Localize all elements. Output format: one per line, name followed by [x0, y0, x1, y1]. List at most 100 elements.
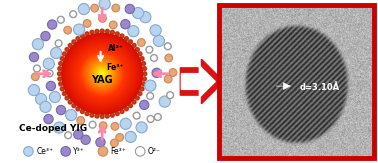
- Circle shape: [70, 41, 135, 106]
- Circle shape: [125, 131, 136, 142]
- Circle shape: [95, 66, 110, 81]
- Circle shape: [33, 39, 43, 50]
- Circle shape: [72, 40, 76, 44]
- Circle shape: [150, 25, 161, 36]
- Circle shape: [129, 40, 132, 44]
- Circle shape: [143, 77, 147, 81]
- Text: O²⁻: O²⁻: [148, 147, 161, 156]
- Circle shape: [28, 84, 40, 96]
- Circle shape: [129, 104, 132, 108]
- Circle shape: [77, 117, 85, 124]
- Circle shape: [76, 107, 80, 111]
- Circle shape: [81, 135, 90, 144]
- Circle shape: [97, 68, 108, 79]
- Circle shape: [135, 48, 139, 52]
- Circle shape: [68, 40, 136, 107]
- Circle shape: [140, 12, 151, 23]
- Circle shape: [75, 47, 129, 101]
- Circle shape: [139, 100, 149, 110]
- Circle shape: [115, 32, 119, 36]
- Circle shape: [89, 121, 96, 128]
- Circle shape: [55, 40, 62, 47]
- Circle shape: [69, 41, 135, 107]
- Circle shape: [91, 62, 114, 85]
- Circle shape: [68, 100, 72, 104]
- Circle shape: [34, 65, 40, 72]
- Circle shape: [83, 54, 122, 93]
- Circle shape: [72, 104, 76, 108]
- Circle shape: [111, 122, 119, 130]
- Circle shape: [90, 30, 94, 34]
- Circle shape: [132, 100, 136, 104]
- Circle shape: [153, 35, 164, 46]
- Circle shape: [150, 55, 157, 61]
- Circle shape: [120, 34, 124, 38]
- Circle shape: [100, 29, 104, 33]
- Circle shape: [138, 52, 142, 56]
- Circle shape: [99, 15, 106, 22]
- FancyArrow shape: [180, 59, 224, 104]
- Circle shape: [74, 46, 130, 101]
- Circle shape: [62, 92, 66, 96]
- Circle shape: [124, 37, 129, 41]
- Circle shape: [77, 49, 127, 99]
- Text: d=3.10Å: d=3.10Å: [300, 83, 340, 92]
- Circle shape: [101, 72, 104, 75]
- Circle shape: [90, 113, 94, 117]
- Circle shape: [90, 62, 114, 86]
- Circle shape: [110, 30, 114, 34]
- Text: YAG: YAG: [91, 75, 113, 85]
- Circle shape: [85, 32, 89, 36]
- Circle shape: [46, 81, 56, 91]
- Circle shape: [159, 96, 170, 107]
- Circle shape: [85, 112, 89, 116]
- Circle shape: [132, 44, 136, 47]
- FancyArrow shape: [181, 66, 215, 97]
- Circle shape: [81, 34, 84, 38]
- Circle shape: [74, 45, 130, 102]
- Circle shape: [91, 4, 99, 12]
- Circle shape: [140, 57, 144, 60]
- Circle shape: [99, 71, 105, 76]
- Circle shape: [60, 57, 64, 60]
- Text: Fe³⁺: Fe³⁺: [111, 147, 127, 156]
- Circle shape: [110, 113, 114, 117]
- Circle shape: [116, 133, 124, 141]
- Circle shape: [36, 94, 47, 105]
- Circle shape: [124, 107, 129, 111]
- Circle shape: [83, 20, 91, 27]
- Circle shape: [169, 69, 177, 76]
- Circle shape: [78, 50, 126, 98]
- Circle shape: [125, 4, 135, 14]
- Circle shape: [105, 29, 109, 33]
- Circle shape: [71, 42, 134, 105]
- Circle shape: [112, 4, 120, 12]
- Circle shape: [87, 58, 118, 89]
- Circle shape: [81, 53, 123, 95]
- Circle shape: [110, 139, 118, 147]
- Circle shape: [95, 114, 99, 118]
- Circle shape: [145, 80, 156, 91]
- Circle shape: [147, 116, 154, 122]
- Circle shape: [64, 35, 141, 112]
- Circle shape: [62, 33, 143, 114]
- Circle shape: [101, 73, 103, 74]
- Circle shape: [29, 52, 39, 62]
- Circle shape: [98, 70, 106, 78]
- Circle shape: [83, 55, 121, 93]
- Circle shape: [46, 70, 53, 77]
- Circle shape: [109, 21, 117, 29]
- Circle shape: [94, 66, 110, 82]
- Circle shape: [89, 60, 116, 87]
- Circle shape: [96, 138, 105, 147]
- Circle shape: [88, 60, 116, 88]
- Circle shape: [66, 110, 77, 121]
- Circle shape: [76, 37, 80, 41]
- Circle shape: [115, 112, 119, 116]
- Circle shape: [85, 57, 119, 91]
- Circle shape: [99, 122, 107, 130]
- Circle shape: [23, 147, 33, 156]
- Circle shape: [65, 96, 69, 100]
- Circle shape: [56, 105, 66, 115]
- Circle shape: [128, 26, 139, 37]
